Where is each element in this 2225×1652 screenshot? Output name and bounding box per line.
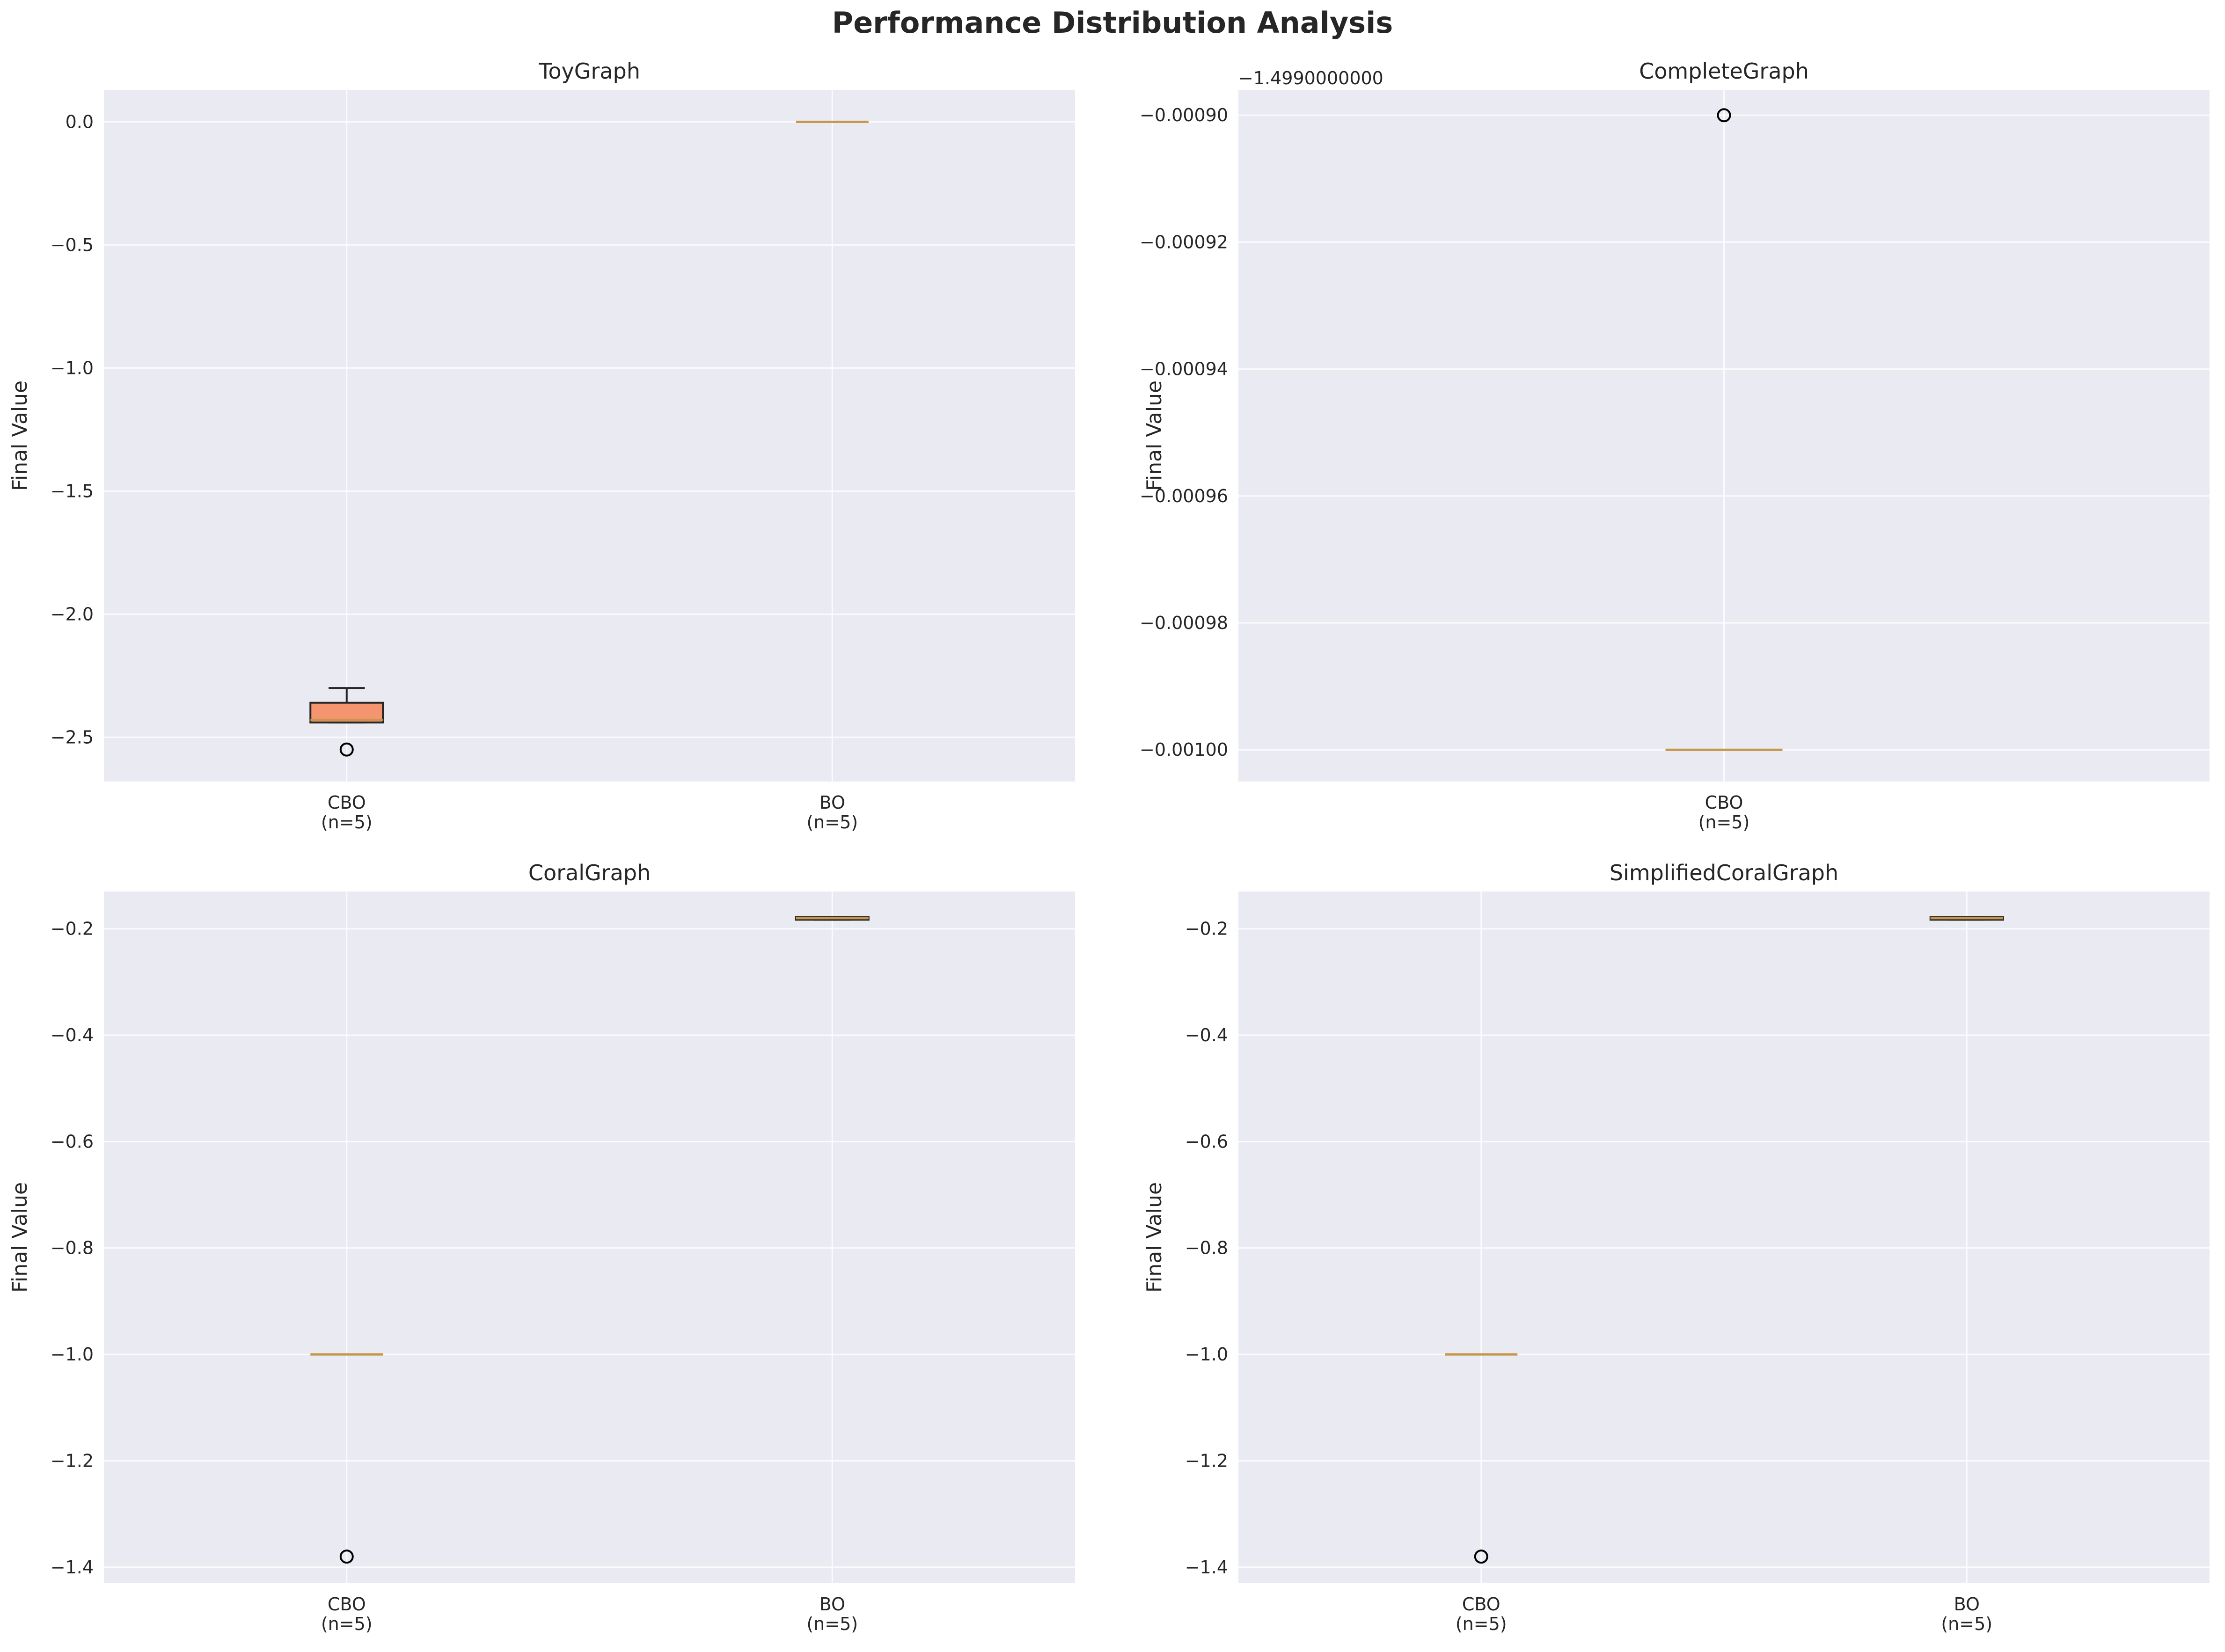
subplot-2: CompleteGraph Final Value −0.00090 −0.00092… [1140,58,2210,833]
y-tick-label: −0.8 [51,1238,94,1258]
y-tick-label: −0.00092 [1140,232,1228,252]
y-tick-label: −1.2 [51,1451,94,1471]
y-tick-label: −1.4 [1185,1557,1228,1578]
y-axis-label: Final Value [1142,1182,1166,1293]
y-tick-label: −0.00096 [1140,486,1228,506]
x-tick-label: CBO (n=5) [321,1594,373,1634]
y-axis-label: Final Value [8,1182,32,1293]
subplot-title: CompleteGraph [1639,58,1809,84]
y-axis-label: Final Value [1142,380,1166,491]
y-tick-label: −0.2 [1185,919,1228,939]
subplot-4: SimplifiedCoralGraph Final Value −0.2 −0.4 −… [1142,860,2210,1634]
y-tick-label: −2.5 [51,727,94,747]
box-1 [309,687,384,757]
box-1 [1445,1353,1518,1564]
box-1 [1665,108,1783,751]
y-tick-label: −0.4 [51,1025,94,1045]
y-tick-label: −1.5 [51,481,94,501]
outlier-point [1717,108,1731,123]
x-tick-label: CBO (n=5) [1698,792,1750,833]
y-tick-label: −0.00090 [1140,105,1228,125]
y-offset-label: −1.4990000000 [1238,68,1383,88]
y-tick-label: −1.2 [1185,1451,1228,1471]
outlier-point [1474,1550,1488,1564]
x-tick-label: BO (n=5) [1941,1594,1992,1634]
figure-title: Performance Distribution Analysis [832,6,1393,40]
subplot-title: SimplifiedCoralGraph [1610,860,1838,885]
y-tick-label: −0.00094 [1140,359,1228,380]
plot-area [1238,892,2210,1583]
subplot-title: CoralGraph [528,860,651,885]
y-tick-label: −1.0 [51,1344,94,1365]
y-tick-label: −0.8 [1185,1238,1228,1258]
y-tick-label: −0.5 [51,234,94,255]
y-tick-label: −1.0 [51,358,94,378]
x-tick-label: CBO (n=5) [1456,1594,1507,1634]
y-tick-label: −0.4 [1185,1025,1228,1045]
subplot-3: CoralGraph Final Value −0.2 −0.4 −0.6 −0.8 −1.… [8,860,1075,1634]
y-tick-label: −0.00100 [1140,739,1228,760]
box-2 [795,916,870,921]
y-tick-label: −0.6 [1185,1131,1228,1152]
subplot-title: ToyGraph [538,58,640,84]
y-tick-label: −1.0 [1185,1344,1228,1365]
x-tick-label: CBO (n=5) [321,792,373,833]
outlier-point [339,1550,354,1564]
y-axis-label: Final Value [8,380,32,491]
box-2 [1929,916,2004,921]
plot-area [104,90,1075,782]
box-1 [310,1353,383,1564]
y-tick-label: −0.00098 [1140,613,1228,633]
y-tick-label: 0.0 [66,111,94,132]
outlier-point [339,742,354,757]
subplot-1: ToyGraph Final Value 0.0 −0.5 −1.0 −1.5 −2.0 −2… [8,58,1075,833]
x-tick-label: BO (n=5) [806,1594,858,1634]
plot-area [104,892,1075,1583]
x-tick-label: BO (n=5) [806,792,858,833]
y-tick-label: −0.6 [51,1131,94,1152]
y-tick-label: −0.2 [51,919,94,939]
y-tick-label: −1.4 [51,1557,94,1578]
y-tick-label: −2.0 [51,604,94,624]
